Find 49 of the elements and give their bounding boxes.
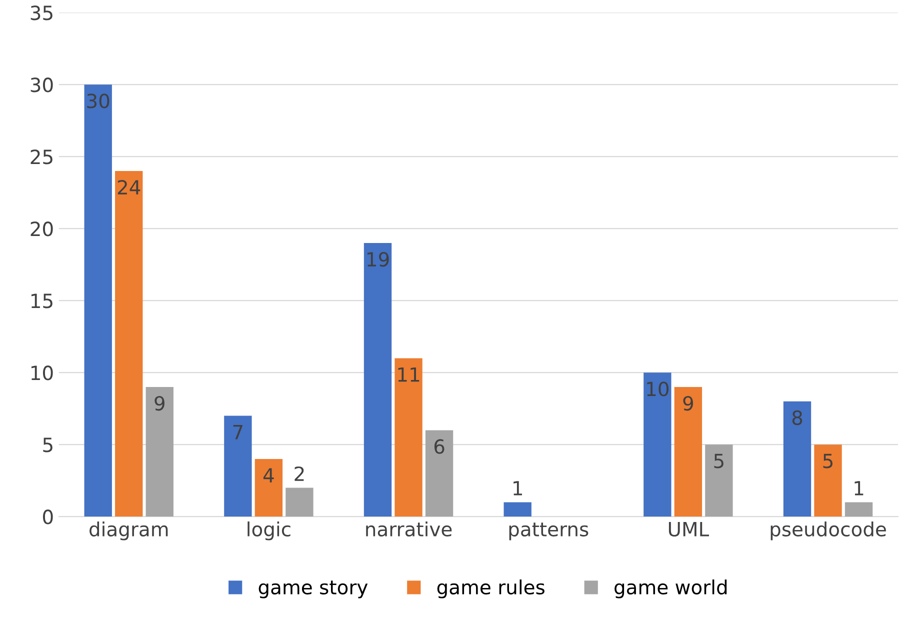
bar: [674, 387, 702, 517]
x-tick-label: narrative: [366, 521, 452, 537]
data-label: 10: [647, 382, 669, 396]
data-label: 11: [398, 367, 420, 382]
y-tick-label: 25: [30, 150, 52, 164]
data-label: 1: [854, 481, 864, 496]
bar: [814, 444, 842, 517]
data-label: 4: [263, 468, 274, 482]
legend-label: game rules: [437, 579, 544, 598]
data-label: 6: [434, 439, 444, 454]
data-label: 9: [683, 396, 694, 411]
bar: [224, 416, 252, 517]
y-tick-label: 5: [43, 438, 52, 452]
x-tick-label: patterns: [509, 522, 588, 540]
data-label: 1: [514, 481, 522, 496]
data-label: 7: [233, 425, 242, 440]
x-tick-label: UML: [668, 522, 709, 537]
bar: [115, 171, 143, 517]
data-label: 5: [823, 454, 833, 468]
legend-label: game story: [258, 580, 368, 598]
data-label: 9: [154, 396, 164, 411]
bar: [146, 387, 174, 517]
bar: [844, 502, 873, 517]
bar: [644, 372, 672, 517]
data-label: 30: [87, 94, 110, 108]
bar: [254, 459, 283, 517]
y-tick-label: 0: [43, 510, 53, 524]
y-tick-label: 15: [31, 294, 52, 308]
bar: [286, 488, 314, 517]
bar: [84, 84, 112, 517]
data-label: 24: [118, 180, 140, 194]
legend-label: game world: [614, 579, 727, 598]
data-label: 8: [792, 410, 802, 426]
data-label: 19: [368, 252, 389, 267]
data-label: 5: [714, 454, 724, 468]
y-tick-label: 30: [30, 78, 53, 92]
bar: [394, 358, 422, 517]
bar: [504, 502, 532, 517]
x-tick-label: diagram: [90, 521, 168, 540]
y-tick-label: 35: [30, 6, 52, 20]
bar: [364, 243, 392, 517]
data-label: 2: [294, 466, 304, 481]
bar: [783, 401, 812, 517]
y-tick-label: 10: [31, 366, 53, 380]
bar: [705, 444, 733, 517]
x-tick-label: logic: [248, 521, 290, 540]
y-tick-label: 20: [30, 222, 53, 236]
bar: [425, 430, 454, 517]
x-tick-label: pseudocode: [770, 521, 886, 540]
